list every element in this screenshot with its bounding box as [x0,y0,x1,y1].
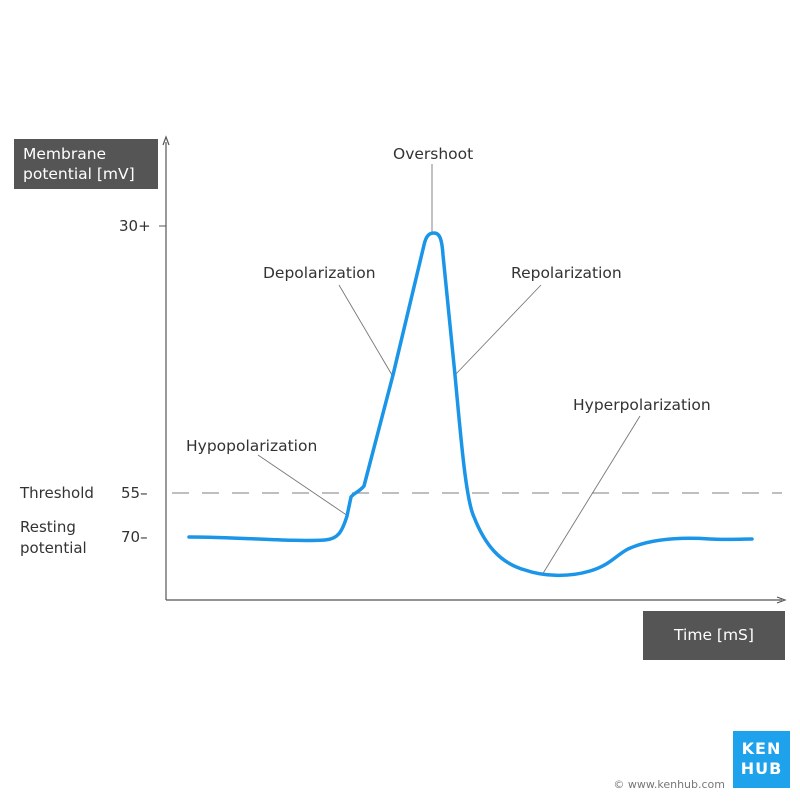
logo-line2: HUB [740,759,783,778]
depolarization-leader [338,284,393,376]
x-axis-arrow [776,596,787,604]
resting-label-line1: Resting [20,518,76,536]
y-axis-arrow [162,135,170,146]
repolarization-leader [454,284,542,376]
y-axis-label-line2: potential [mV] [23,165,135,183]
copyright-text: © www.kenhub.com [613,778,725,791]
repolarization-label: Repolarization [511,264,622,282]
y-axis-label-line1: Membrane [23,145,107,163]
threshold-label: Threshold [19,484,94,502]
hypopolarization-label: Hypopolarization [186,437,317,455]
tick-label-resting: 70– [121,528,148,546]
tick-label-top: 30+ [119,217,151,235]
action-potential-curve [187,231,754,578]
kenhub-logo: KEN HUB [733,731,790,788]
x-axis-label-box: Time [mS] [643,611,785,660]
overshoot-label: Overshoot [393,145,473,163]
resting-label-line2: potential [20,539,87,557]
hyperpolarization-label: Hyperpolarization [573,396,711,414]
hypopolarization-leader [257,454,349,517]
logo-line1: KEN [741,739,782,758]
depolarization-label: Depolarization [263,264,376,282]
hyperpolarization-leader [541,415,641,576]
x-axis-label: Time [mS] [674,626,754,644]
tick-label-threshold: 55– [121,484,148,502]
y-axis-label-box: Membrane potential [mV] [14,139,158,189]
